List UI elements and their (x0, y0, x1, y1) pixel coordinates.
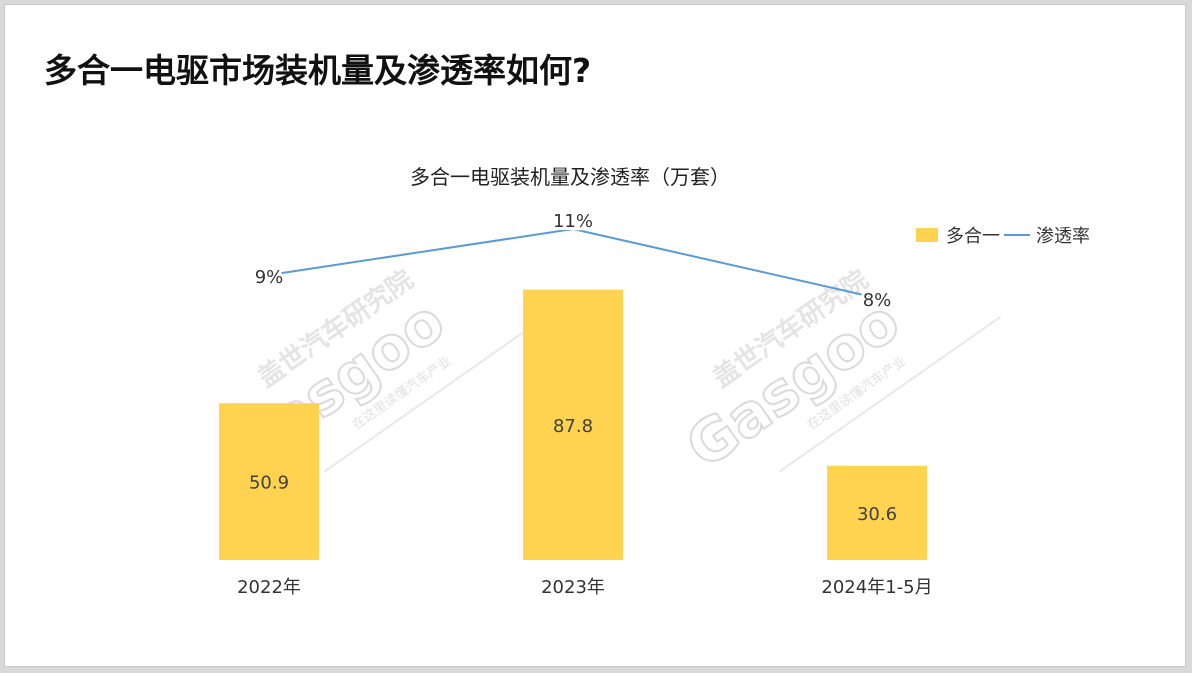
rate-line (268, 227, 878, 299)
bar-1 (219, 403, 319, 560)
watermark-logo-right: Gasgoo 盖世汽车研究院 在这里读懂汽车产业 (673, 264, 1002, 482)
legend-swatch-bar (916, 228, 938, 242)
legend-label-bar: 多合一 (946, 226, 1000, 247)
bar-label-3: 30.6 (857, 504, 897, 525)
x-axis-tick-labels: 2022年 2023年 2024年1-5月 (237, 577, 933, 598)
bar-3 (827, 465, 927, 560)
rate-label-1: 9% (255, 267, 284, 288)
rate-line-series: 9% 11% 8% (252, 208, 895, 314)
page-title: 多合一电驱市场装机量及渗透率如何? (44, 51, 592, 90)
legend: 多合一 渗透率 (916, 226, 1090, 247)
bar-series (219, 289, 927, 560)
chart-title: 多合一电驱装机量及渗透率（万套） (410, 165, 730, 189)
bar-data-labels: 50.9 87.8 30.6 (249, 416, 897, 525)
x-tick-2: 2023年 (541, 577, 605, 598)
bar-label-1: 50.9 (249, 473, 289, 494)
x-tick-3: 2024年1-5月 (821, 577, 932, 598)
x-tick-1: 2022年 (237, 577, 301, 598)
rate-label-3: 8% (863, 290, 892, 311)
bar-label-2: 87.8 (553, 416, 593, 437)
legend-label-line: 渗透率 (1036, 226, 1090, 247)
bar-2 (523, 289, 623, 560)
rate-label-2: 11% (553, 211, 593, 232)
